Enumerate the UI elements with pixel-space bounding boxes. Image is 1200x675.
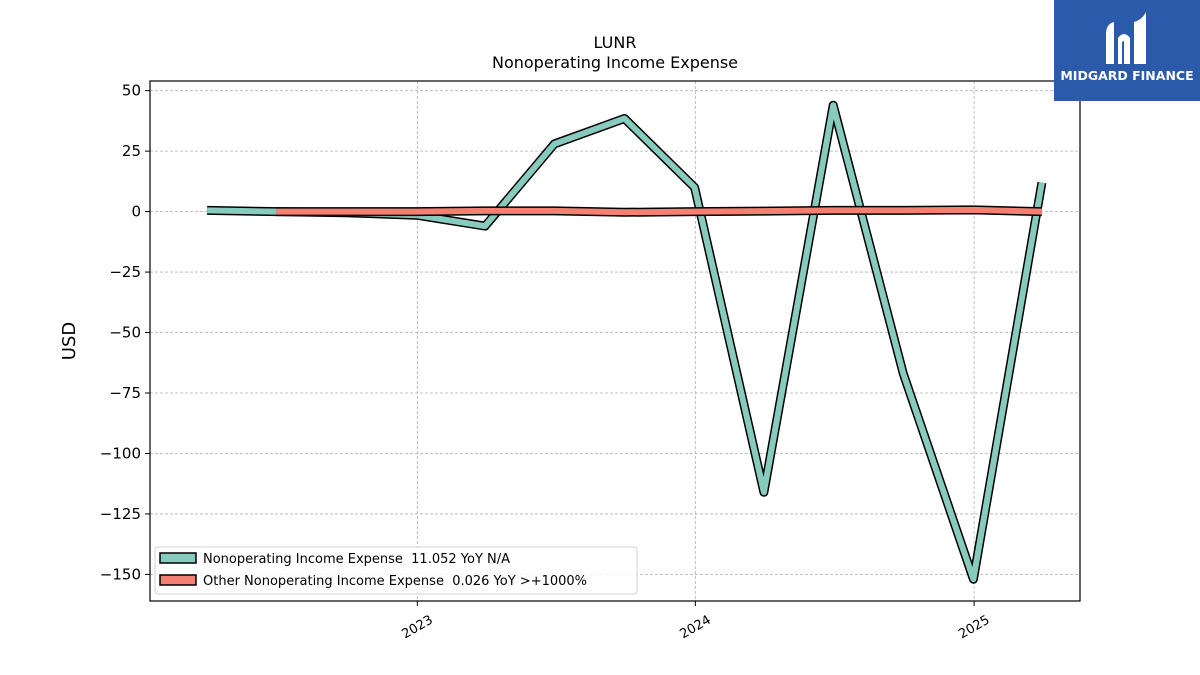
- y-tick-label: −100: [100, 444, 141, 462]
- midgard-logo-icon: [1106, 12, 1146, 64]
- series-layer: [207, 100, 1047, 584]
- x-tick-label: 2024: [678, 613, 714, 643]
- brand-logo: MIDGARD FINANCE: [1054, 0, 1200, 101]
- y-tick-label: −125: [100, 505, 141, 523]
- legend-label-other-nonoperating-income-expense: Other Nonoperating Income Expense 0.026 …: [203, 574, 587, 589]
- y-tick-label: −150: [100, 565, 141, 583]
- series-line-nonoperating-income-expense: [207, 102, 1045, 583]
- grid-layer: [150, 81, 1080, 601]
- x-tick-label: 2023: [400, 613, 436, 643]
- legend: Nonoperating Income Expense 11.052 YoY N…: [154, 546, 638, 595]
- x-tick-label: 2025: [956, 613, 992, 643]
- series-line-other-nonoperating-income-expense: [276, 206, 1042, 216]
- y-tick-label: 25: [122, 142, 141, 160]
- y-tick-label: −75: [109, 384, 141, 402]
- chart-subtitle: Nonoperating Income Expense: [492, 53, 738, 72]
- series-outline-nonoperating-income-expense: [207, 100, 1047, 584]
- y-tick-label: −50: [109, 324, 141, 342]
- brand-name: MIDGARD FINANCE: [1060, 68, 1194, 83]
- legend-label-nonoperating-income-expense: Nonoperating Income Expense 11.052 YoY N…: [203, 552, 510, 567]
- y-tick-label: −25: [109, 263, 141, 281]
- chart-title: LUNR: [594, 33, 637, 52]
- y-tick-label: 50: [122, 82, 141, 100]
- plot-frame: [149, 80, 1081, 602]
- legend-box: [154, 546, 638, 595]
- y-axis-label: USD: [59, 322, 80, 360]
- legend-swatch-other-nonoperating-income-expense: [159, 574, 197, 586]
- legend-swatch-nonoperating-income-expense: [159, 552, 197, 564]
- y-tick-label: 0: [131, 203, 141, 221]
